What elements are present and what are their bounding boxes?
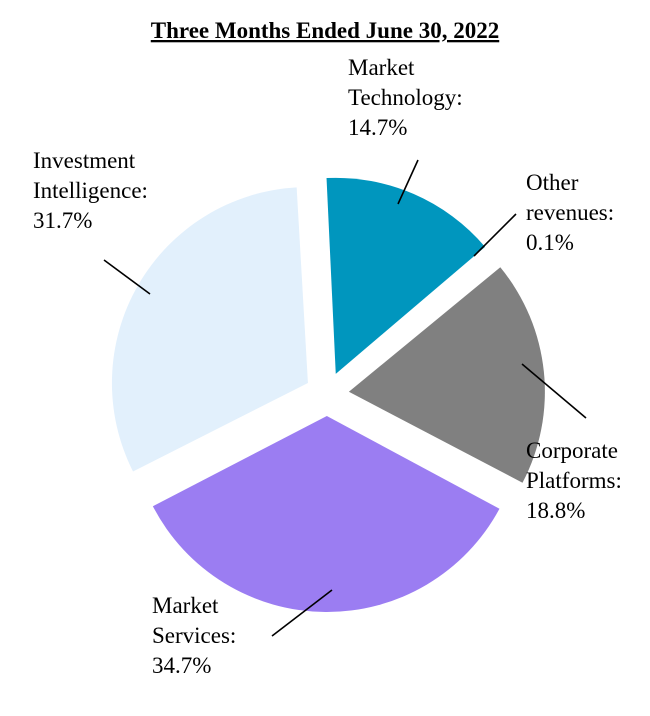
label-market-technology: Market Technology: 14.7% <box>348 55 463 140</box>
label-corporate-platforms: Corporate Platforms: 18.8% <box>526 438 622 523</box>
label-name-line: Market <box>348 55 415 80</box>
label-name-line: Platforms: <box>526 468 622 493</box>
slice-market-services <box>152 415 500 612</box>
label-value: 31.7% <box>33 208 92 233</box>
label-name-line: Investment <box>33 148 136 173</box>
label-value: 0.1% <box>526 230 574 255</box>
leader-line-corporate-platforms <box>521 363 587 419</box>
label-name-line: Services: <box>152 623 236 648</box>
label-value: 18.8% <box>526 498 585 523</box>
slice-corporate-platforms <box>348 267 545 483</box>
label-name-line: Intelligence: <box>33 178 148 203</box>
label-market-services: Market Services: 34.7% <box>152 593 236 678</box>
label-name-line: Other <box>526 170 579 195</box>
label-investment-intelligence: Investment Intelligence: 31.7% <box>33 148 148 233</box>
leader-lines <box>103 159 587 637</box>
pie-slices <box>111 177 545 612</box>
slice-market-technology <box>326 177 486 374</box>
label-name-line: Technology: <box>348 85 463 110</box>
leader-line-market-services <box>271 589 333 637</box>
leader-line-other-revenues <box>473 213 517 257</box>
slice-investment-intelligence <box>111 187 308 472</box>
label-value: 14.7% <box>348 115 407 140</box>
label-value: 34.7% <box>152 653 211 678</box>
slice-labels: Market Technology: 14.7% Other revenues: 0.1%… <box>33 55 622 678</box>
leader-line-market-technology <box>397 159 419 205</box>
label-other-revenues: Other revenues: 0.1% <box>526 170 614 255</box>
label-name-line: revenues: <box>526 200 614 225</box>
label-name-line: Corporate <box>526 438 618 463</box>
label-name-line: Market <box>152 593 219 618</box>
chart-title: Three Months Ended June 30, 2022 <box>151 18 499 43</box>
leader-line-investment-intelligence <box>103 259 151 295</box>
